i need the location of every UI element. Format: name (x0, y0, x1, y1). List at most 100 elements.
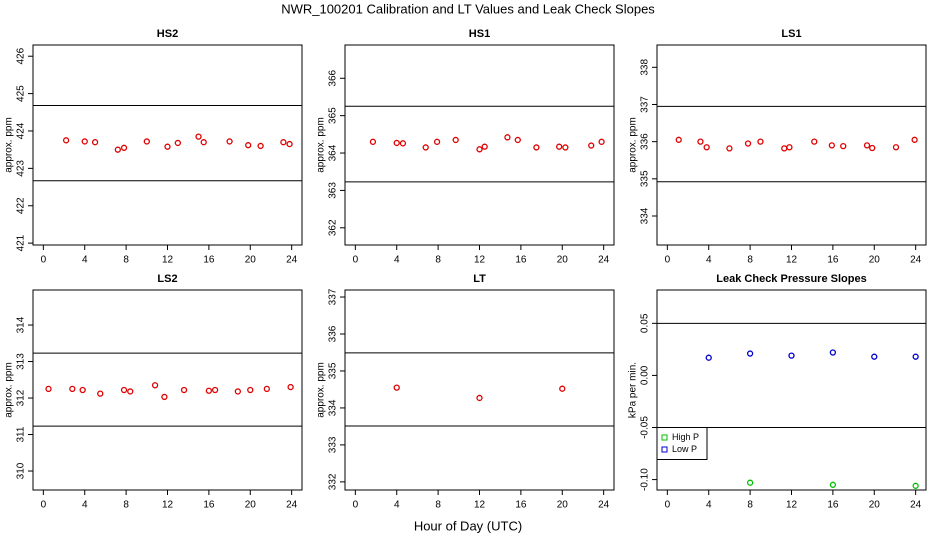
data-point (79, 386, 86, 394)
y-tick-label: 0.00 (640, 365, 651, 385)
x-tick-label: 16 (827, 500, 839, 511)
data-point (245, 142, 252, 149)
y-tick-label: 424 (16, 122, 27, 139)
data-point (164, 143, 171, 150)
data-point (697, 138, 704, 145)
data-point (286, 140, 293, 148)
x-tick-label: 4 (394, 500, 400, 511)
data-point (556, 143, 563, 150)
x-axis-label: Hour of Day (UTC) (414, 518, 522, 533)
x-tick-label: 24 (598, 500, 610, 511)
data-point (705, 354, 712, 361)
data-point (263, 385, 270, 393)
y-tick-label: 421 (16, 234, 27, 251)
x-tick-label: 0 (41, 255, 47, 266)
data-point (91, 139, 99, 146)
x-tick-label: 24 (598, 255, 610, 266)
data-point (892, 144, 900, 151)
x-tick-label: 4 (394, 255, 400, 266)
y-tick-label: 366 (328, 69, 339, 86)
plot-frame (32, 44, 303, 246)
x-tick-label: 4 (706, 500, 712, 511)
data-point (533, 144, 540, 151)
legend-swatch (661, 446, 668, 453)
x-tick-label: 24 (910, 500, 922, 511)
x-tick-label: 8 (123, 500, 129, 511)
data-point (234, 388, 242, 395)
data-point (746, 350, 754, 357)
data-point (476, 394, 483, 402)
data-point (247, 386, 254, 394)
y-tick-label: 312 (16, 389, 27, 406)
data-point (757, 138, 764, 145)
y-tick-label: 423 (16, 160, 27, 177)
y-tick-label: 362 (328, 219, 339, 236)
data-point (120, 386, 128, 394)
data-point (180, 386, 188, 394)
data-point (127, 388, 134, 395)
x-tick-label: 4 (82, 500, 88, 511)
data-point (161, 393, 168, 401)
data-point (143, 138, 150, 145)
data-point (703, 144, 710, 151)
panel-title: LS1 (781, 28, 801, 40)
data-point (211, 386, 219, 394)
x-tick-label: 20 (557, 255, 569, 266)
y-tick-label: 426 (16, 47, 27, 64)
y-tick-label: 334 (328, 399, 339, 416)
legend-label: Low P (672, 444, 697, 454)
data-point (828, 142, 835, 149)
data-point (226, 138, 233, 145)
x-tick-label: 20 (557, 500, 569, 511)
plot-frame (344, 44, 615, 246)
y-axis-label: approx. ppm (4, 117, 15, 173)
x-tick-label: 0 (665, 255, 671, 266)
data-point (912, 482, 919, 489)
data-point (399, 140, 407, 147)
x-tick-label: 8 (747, 255, 753, 266)
y-tick-label: 332 (328, 473, 339, 490)
panel-title: HS1 (469, 28, 490, 40)
y-tick-label: -0.05 (640, 416, 651, 439)
data-point (114, 146, 121, 153)
y-axis-label: approx. ppm (4, 362, 15, 418)
data-point (811, 138, 818, 145)
data-point (174, 139, 181, 147)
data-point (195, 133, 202, 140)
y-tick-label: 363 (328, 182, 339, 199)
y-tick-label: 337 (640, 96, 651, 113)
y-tick-label: 310 (16, 462, 27, 479)
data-point (675, 136, 682, 143)
data-point (863, 142, 871, 149)
data-point (200, 139, 207, 146)
x-tick-label: 12 (786, 255, 798, 266)
data-point (912, 353, 919, 360)
x-tick-label: 12 (786, 500, 798, 511)
y-tick-label: 365 (328, 107, 339, 124)
x-tick-label: 12 (162, 255, 174, 266)
x-tick-label: 20 (245, 255, 257, 266)
x-tick-label: 8 (435, 255, 441, 266)
y-axis-label: approx. ppm (628, 117, 639, 173)
data-point (287, 383, 294, 391)
data-point (393, 139, 400, 147)
data-point (871, 353, 878, 360)
data-point (829, 349, 837, 356)
data-point (120, 144, 128, 151)
legend-label: High P (672, 432, 699, 442)
data-point (788, 352, 795, 359)
data-point (476, 146, 483, 153)
chart-title: NWR_100201 Calibration and LT Values and… (281, 1, 655, 16)
data-point (481, 143, 488, 150)
y-tick-label: 334 (640, 207, 651, 224)
data-point (911, 136, 918, 143)
x-tick-label: 12 (474, 500, 486, 511)
x-tick-label: 0 (353, 500, 359, 511)
data-point (840, 142, 847, 150)
data-point (81, 138, 88, 145)
y-tick-label: 336 (640, 133, 651, 150)
x-tick-label: 16 (515, 255, 527, 266)
plot-frame (32, 289, 303, 491)
data-point (588, 142, 595, 149)
y-tick-label: 0.05 (640, 313, 651, 333)
